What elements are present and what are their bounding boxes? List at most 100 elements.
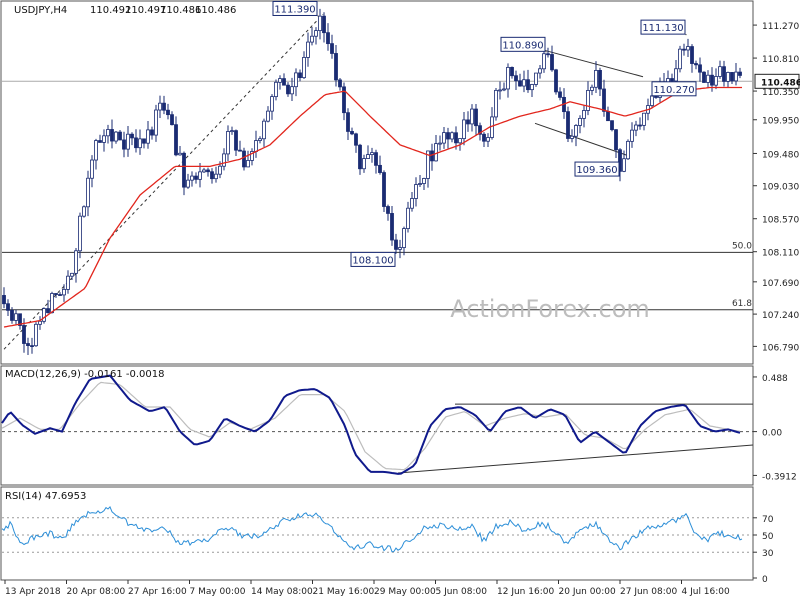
candle-body [723, 67, 726, 82]
candle-body [683, 49, 686, 50]
candle-body [531, 84, 534, 89]
candle-body [299, 73, 302, 78]
time-tick-label: 21 May 16:00 [313, 587, 375, 597]
candle-body [495, 90, 498, 117]
candle-body [623, 159, 626, 172]
candle-body [423, 178, 426, 183]
rsi-tick-label: 30 [762, 549, 774, 559]
candle-body [3, 295, 6, 303]
candle-body [651, 96, 654, 106]
candle-body [339, 80, 342, 87]
candle-body [191, 176, 194, 180]
candle-body [147, 130, 150, 143]
candle-body [515, 76, 518, 81]
candle-body [707, 75, 710, 82]
candle-body [587, 90, 590, 110]
macd-tick-label: -0.3912 [762, 472, 797, 482]
candle-body [711, 75, 714, 85]
candle-body [199, 172, 202, 179]
price-tick-label: 107.240 [762, 311, 799, 321]
price-tick-label: 110.350 [762, 88, 799, 98]
candle-body [135, 138, 138, 148]
time-tick-label: 20 Apr 08:00 [67, 587, 126, 597]
candle-body [39, 321, 42, 324]
candle-body [87, 178, 90, 207]
price-annotation: 108.100 [351, 252, 396, 266]
price-tick-label: 109.030 [762, 183, 799, 193]
candle-body [435, 144, 438, 161]
time-tick-label: 13 Apr 2018 [5, 587, 61, 597]
time-tick-label: 7 May 00:00 [190, 587, 246, 597]
rsi-tick-label: 0 [762, 575, 768, 585]
candle-body [283, 79, 286, 86]
candle-body [591, 87, 594, 90]
price-tick-label: 109.950 [762, 117, 799, 127]
price-annotation: 111.390 [273, 1, 318, 16]
candle-body [15, 314, 18, 321]
candle-body [615, 130, 618, 150]
candle-body [715, 76, 718, 85]
candle-body [463, 120, 466, 139]
candle-body [207, 170, 210, 172]
time-tick-label: 14 May 08:00 [251, 587, 313, 597]
candle-body [83, 207, 86, 216]
candle-body [735, 72, 738, 81]
candle-body [699, 65, 702, 72]
candle-body [547, 54, 550, 55]
candle-body [511, 67, 514, 75]
candle-body [279, 79, 282, 83]
candle-body [391, 213, 394, 240]
candle-body [227, 131, 230, 153]
candle-body [679, 49, 682, 69]
candle-body [287, 85, 290, 94]
candle-body [127, 134, 130, 149]
candle-body [687, 47, 690, 50]
price-tick-label: 107.690 [762, 279, 799, 289]
candle-body [51, 293, 54, 312]
candle-body [467, 120, 470, 124]
price-tick-label: 110.810 [762, 55, 799, 65]
candle-body [239, 150, 242, 151]
candle-body [215, 174, 218, 178]
price-annotation: 110.890 [501, 37, 546, 52]
candle-body [335, 53, 338, 79]
macd-panel-title: MACD(12,26,9) -0.0161 -0.0018 [5, 369, 165, 380]
candle-body [259, 139, 262, 141]
candle-body [635, 125, 638, 130]
annotation-label: 110.890 [502, 40, 543, 51]
candle-body [163, 103, 166, 110]
candle-body [487, 137, 490, 141]
candle-body [499, 90, 502, 91]
candle-body [315, 31, 318, 37]
price-tick-label: 108.570 [762, 216, 799, 226]
price-tick-label: 106.790 [762, 343, 799, 353]
candle-body [347, 113, 350, 132]
annotation-label: 111.390 [274, 4, 315, 15]
candle-body [387, 207, 390, 214]
candle-body [555, 70, 558, 92]
candle-body [415, 185, 418, 199]
candle-body [379, 165, 382, 172]
candle-body [271, 97, 274, 112]
candle-body [359, 145, 362, 169]
candle-body [451, 133, 454, 139]
candle-body [95, 141, 98, 160]
candle-body [179, 153, 182, 155]
candle-body [223, 154, 226, 166]
candle-body [139, 139, 142, 148]
candle-body [383, 173, 386, 207]
candle-body [111, 129, 114, 141]
candle-body [583, 110, 586, 118]
time-tick-label: 27 Apr 16:00 [128, 587, 187, 597]
candle-body [171, 115, 174, 125]
candle-body [167, 110, 170, 114]
candle-body [527, 80, 530, 90]
ohlc-close: 110.486 [195, 5, 236, 16]
candle-body [703, 72, 706, 82]
candle-body [67, 276, 70, 289]
candle-body [155, 110, 158, 135]
candle-body [551, 54, 554, 69]
candle-body [27, 344, 30, 346]
macd-tick-label: 0.00 [762, 429, 782, 439]
